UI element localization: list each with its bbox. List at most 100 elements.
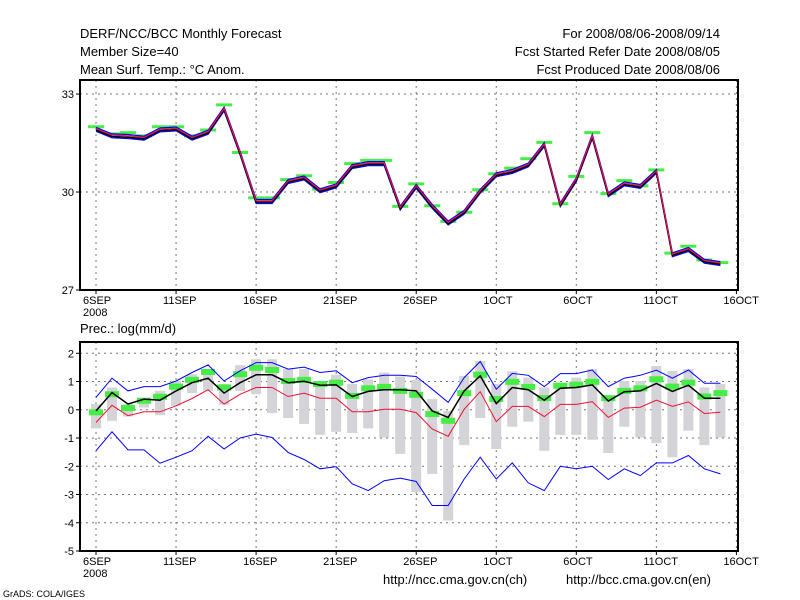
observed-marker [697,393,712,400]
observed-marker [297,376,312,383]
y-tick-label: 0 [68,405,74,417]
member-range-bar [299,369,310,424]
observed-marker [633,385,648,392]
precipitation-panel: 6SEP 11SEP 16SEP 21SEP 26SEP 1OCT 6OCT 11OCT 16O… [64,341,759,580]
x-tick-label: 26SEP [403,556,437,568]
start-date-label: Fcst Started Refer Date 2008/08/05 [515,44,720,59]
variable-label: Mean Surf. Temp.: °C Anom. [80,62,245,77]
observed-marker [377,383,392,390]
y-tick-label: 33 [62,89,74,101]
observed-marker [201,368,216,375]
member-range-bar [219,384,230,405]
observed-marker [585,378,600,385]
observed-marker [137,397,152,404]
plot-frame [79,341,739,552]
observed-marker [505,378,520,385]
figure-title: DERF/NCC/BCC Monthly Forecast [80,26,282,41]
observed-marker [473,371,488,378]
x-tick-label: 11OCT [643,556,678,568]
y-tick-label: 2 [68,348,74,360]
observed-marker [121,405,136,412]
member-range-bar [715,384,726,438]
member-range-bar [475,360,486,418]
x-tick-label: 11SEP [163,556,196,568]
plot-frame [79,79,739,291]
x-tick-label: 6SEP [83,556,111,568]
observed-marker [457,390,472,397]
member-range-bar [427,399,438,474]
lower-envelope-line [95,109,721,267]
member-range-bar [699,387,710,446]
ensemble-mean-line [95,108,721,265]
observed-marker [393,387,408,394]
observed-marker [425,411,440,418]
x-tick-label: 21SEP [323,295,357,307]
observed-marker [281,377,296,384]
x-year-label: 2008 [83,307,107,319]
y-tick-label: 1 [68,377,74,389]
x-tick-label: 26SEP [403,295,437,307]
y-tick-label: 27 [62,285,74,297]
member-range-bar [507,371,518,427]
x-tick-label: 16OCT [723,556,759,568]
member-range-bar [283,369,294,418]
member-range-bar [203,372,214,391]
observed-marker [489,396,504,403]
y-tick-label: -5 [64,546,74,558]
observed-marker [601,395,616,402]
x-tick-label: 21SEP [323,556,357,568]
x-tick-label: 11OCT [643,295,678,307]
observed-marker [169,383,184,390]
observed-marker [185,376,200,383]
y-tick-label: -1 [64,433,74,445]
upper-line [95,360,721,404]
forecast-period: For 2008/08/06-2008/09/14 [562,26,720,41]
observed-marker [329,379,344,386]
url-chinese[interactable]: http://ncc.cma.gov.cn(ch) [383,572,527,587]
x-tick-label: 1OCT [483,556,513,568]
observed-marker [409,391,424,398]
x-tick-label: 6SEP [83,295,111,307]
member-range-bar [347,384,358,433]
member-range-bar [379,372,390,438]
temperature-panel: 6SEP 11SEP 16SEP 21SEP 26SEP 1OCT 6OCT 11OCT 16O… [62,79,759,319]
member-range-bar [155,390,166,416]
observed-marker [153,393,168,400]
member-size-label: Member Size=40 [80,44,179,59]
x-tick-label: 16SEP [243,295,277,307]
member-range-bar [395,376,406,454]
member-range-bar [555,382,566,435]
y-tick-label: -4 [64,518,74,530]
member-range-bar [683,369,694,431]
observed-marker [553,382,568,389]
observed-marker [217,384,232,391]
observed-marker [713,390,728,397]
observed-marker [89,409,104,416]
x-tick-label: 16SEP [243,556,277,568]
member-range-bar [251,359,262,395]
observed-marker [521,383,536,390]
y-tick-label: -3 [64,490,74,502]
precip-panel-title: Prec.: log(mm/d) [80,321,176,336]
member-range-bar [619,380,630,427]
url-english[interactable]: http://bcc.cma.gov.cn(en) [566,572,711,587]
observed-marker [681,379,696,386]
member-range-bar [459,375,470,446]
member-range-bar [91,404,102,429]
observed-marker [233,371,248,378]
x-year-label: 2008 [83,568,107,580]
observed-marker [361,385,376,392]
member-range-bar [363,379,374,429]
upper-envelope-line [95,105,721,263]
member-range-bar [635,380,646,438]
member-range-bar [315,380,326,435]
low-member-line [95,387,721,437]
header: DERF/NCC/BCC Monthly Forecast Member Siz… [80,26,720,77]
x-tick-label: 16OCT [723,295,759,307]
x-tick-label: 6OCT [563,556,593,568]
observed-marker [569,381,584,388]
observed-marker [649,376,664,383]
x-tick-label: 11SEP [163,295,196,307]
member-range-bar [171,380,182,406]
